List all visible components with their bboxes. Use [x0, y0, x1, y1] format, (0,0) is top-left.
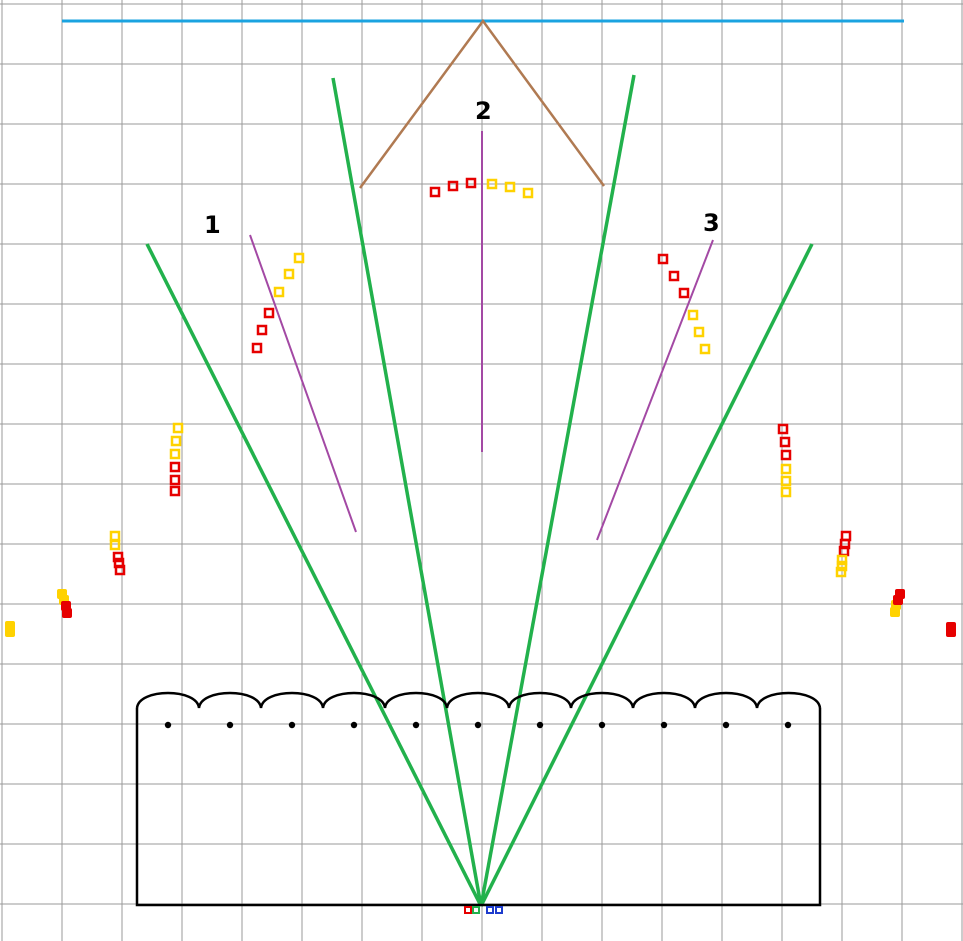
- green-ray-left: [331, 77, 483, 907]
- frame-dot: [474, 721, 482, 729]
- red-marker-filled: [62, 608, 72, 618]
- speaker-frame: [135, 691, 822, 907]
- yellow-marker: [170, 435, 182, 447]
- label-2: 2: [475, 97, 492, 125]
- red-marker: [780, 449, 792, 461]
- red-marker: [256, 324, 268, 336]
- red-marker: [429, 186, 441, 198]
- red-marker: [779, 436, 791, 448]
- yellow-marker: [780, 463, 792, 475]
- purple-line-1: [249, 234, 357, 533]
- frame-dots: [164, 721, 792, 729]
- yellow-marker: [109, 530, 121, 542]
- red-marker: [465, 177, 477, 189]
- frame-dot: [412, 721, 420, 729]
- blue-square-icon: [495, 906, 503, 914]
- frame-dot: [536, 721, 544, 729]
- red-marker: [838, 545, 850, 557]
- red-marker: [668, 270, 680, 282]
- frame-outline: [135, 708, 822, 907]
- yellow-marker: [780, 486, 792, 498]
- red-marker-filled: [895, 589, 905, 599]
- red-marker: [112, 551, 124, 563]
- yellow-marker: [293, 252, 305, 264]
- yellow-marker: [780, 475, 792, 487]
- green-ray-far-right: [479, 243, 814, 907]
- label-3: 3: [703, 209, 720, 237]
- green-ray-far-left: [145, 243, 483, 907]
- label-1: 1: [204, 211, 221, 239]
- frame-dot: [288, 721, 296, 729]
- yellow-marker: [172, 422, 184, 434]
- frame-dot: [722, 721, 730, 729]
- frame-dot: [660, 721, 668, 729]
- red-marker: [169, 461, 181, 473]
- frame-dot: [598, 721, 606, 729]
- yellow-marker-filled: [5, 627, 15, 637]
- frame-dot: [350, 721, 358, 729]
- yellow-marker: [836, 560, 848, 572]
- yellow-marker: [693, 326, 705, 338]
- yellow-marker: [522, 187, 534, 199]
- green-ray-right: [479, 74, 636, 907]
- red-marker-filled: [946, 627, 956, 637]
- yellow-marker: [283, 268, 295, 280]
- yellow-marker: [699, 343, 711, 355]
- source-icons: [464, 906, 503, 914]
- blue-square-icon: [486, 906, 494, 914]
- yellow-marker: [273, 286, 285, 298]
- red-marker: [678, 287, 690, 299]
- markers: [5, 177, 956, 637]
- red-marker: [251, 342, 263, 354]
- yellow-marker: [504, 181, 516, 193]
- purple-lines: [249, 131, 714, 541]
- yellow-marker: [169, 448, 181, 460]
- red-marker: [657, 253, 669, 265]
- yellow-marker: [836, 554, 848, 566]
- yellow-marker: [486, 178, 498, 190]
- frame-dot: [226, 721, 234, 729]
- red-marker: [777, 423, 789, 435]
- yellow-marker: [109, 539, 121, 551]
- frame-dot: [164, 721, 172, 729]
- purple-line-3: [596, 239, 714, 541]
- scalloped-top-edge: [135, 691, 822, 709]
- green-rays: [145, 74, 814, 907]
- roof-triangle: [358, 18, 606, 189]
- red-marker: [447, 180, 459, 192]
- yellow-marker: [687, 309, 699, 321]
- red-marker: [169, 474, 181, 486]
- yellow-marker: [835, 566, 847, 578]
- frame-dot: [784, 721, 792, 729]
- red-marker: [169, 485, 181, 497]
- red-marker: [263, 307, 275, 319]
- red-marker: [114, 564, 126, 576]
- red-square-icon: [464, 906, 472, 914]
- green-square-icon: [472, 906, 480, 914]
